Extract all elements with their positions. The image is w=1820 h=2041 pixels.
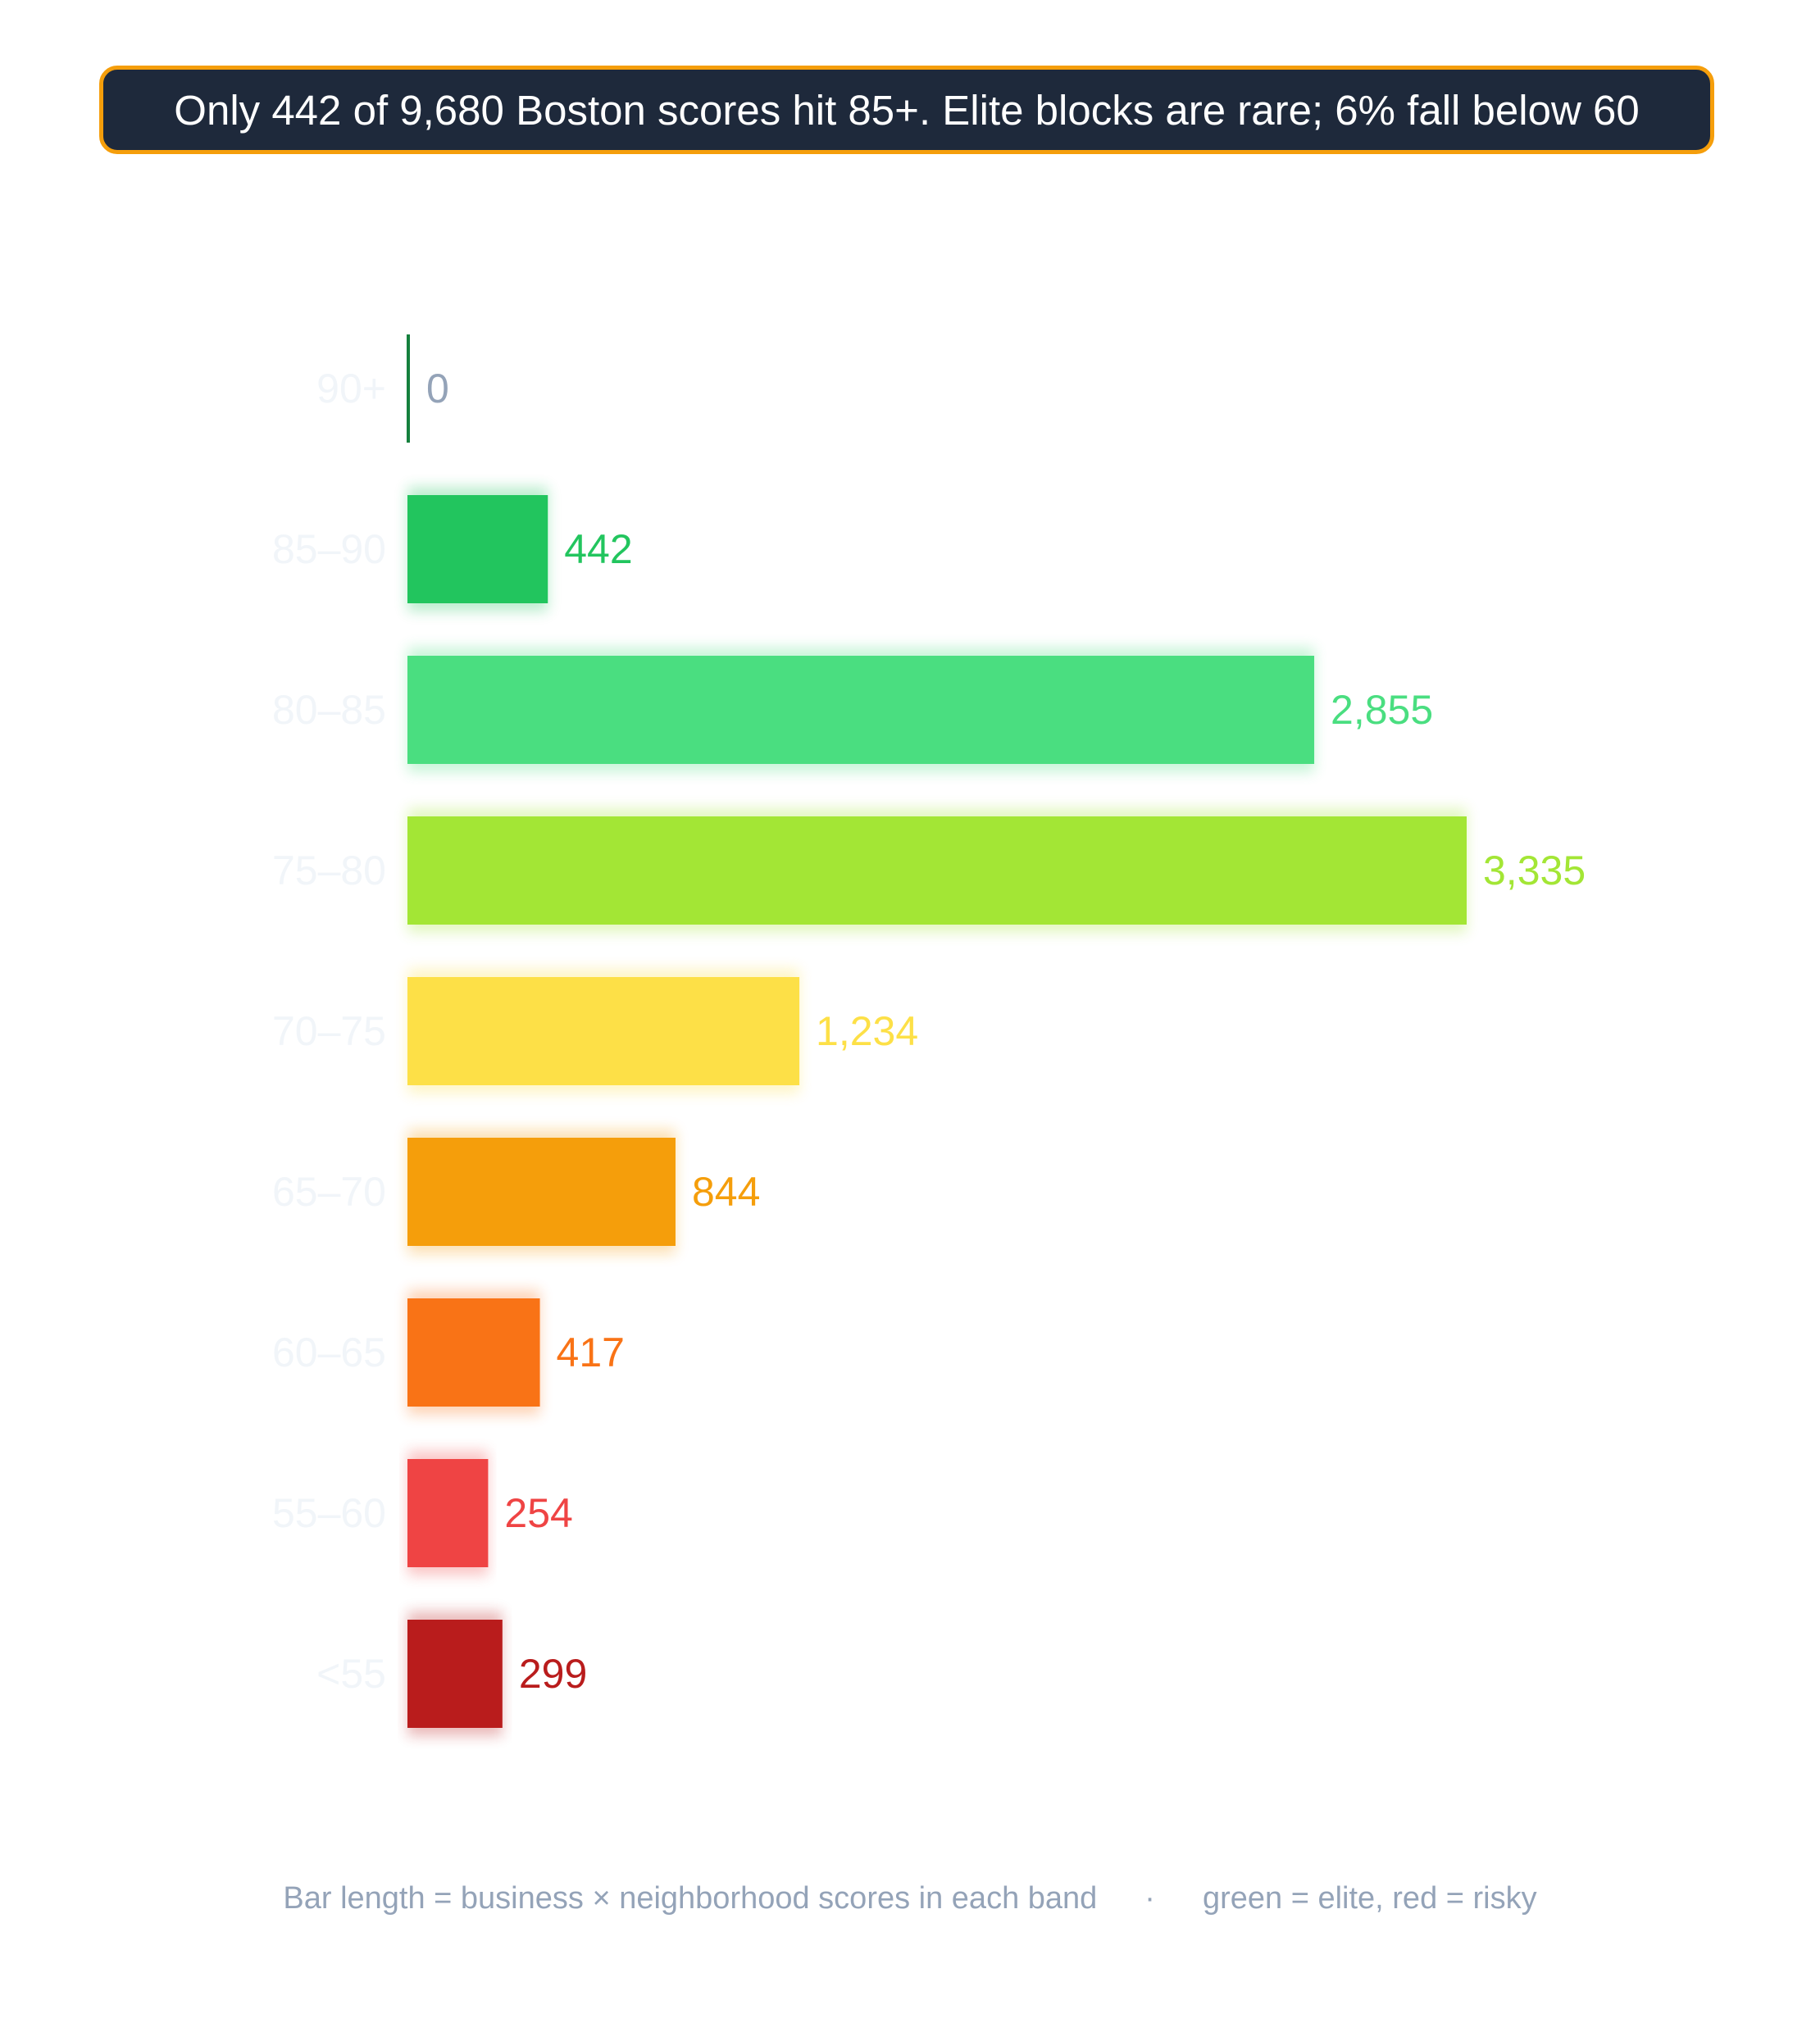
- bar: [407, 656, 1315, 764]
- category-label: 90+: [316, 366, 386, 411]
- category-label: 55–60: [272, 1490, 386, 1536]
- chart-title-box: Only 442 of 9,680 Boston scores hit 85+.…: [99, 66, 1714, 154]
- bar: [407, 977, 800, 1085]
- value-label: 417: [557, 1330, 625, 1375]
- category-label: 85–90: [272, 526, 386, 572]
- footer-note-colors: green = elite, red = risky: [1202, 1881, 1537, 1916]
- category-label: 70–75: [272, 1008, 386, 1054]
- value-label: 3,335: [1483, 848, 1586, 893]
- footer-note-length: Bar length = business × neighborhood sco…: [283, 1881, 1098, 1916]
- bar: [407, 1298, 540, 1407]
- bar: [407, 495, 548, 603]
- category-label: 65–70: [272, 1169, 386, 1215]
- value-label: 2,855: [1331, 687, 1433, 733]
- chart-footer: Bar length = business × neighborhood sco…: [0, 1881, 1820, 1916]
- value-label: 0: [426, 366, 449, 411]
- value-label: 299: [519, 1651, 587, 1697]
- bars-layer: 90+ 0 85–90 442 80–85 2,855 75–80 3,335 70–75 1,2…: [272, 334, 1586, 1736]
- value-label: 1,234: [816, 1008, 918, 1054]
- category-label: 80–85: [272, 687, 386, 733]
- chart-title: Only 442 of 9,680 Boston scores hit 85+.…: [174, 86, 1640, 134]
- footer-separator: ·: [1144, 1881, 1155, 1916]
- bar: [407, 816, 1467, 925]
- bar: [407, 1620, 503, 1728]
- bar: [407, 334, 410, 443]
- bar: [407, 1138, 676, 1246]
- category-label: <55: [316, 1651, 386, 1697]
- bar: [407, 1459, 489, 1567]
- category-label: 60–65: [272, 1330, 386, 1375]
- value-label: 442: [564, 526, 632, 572]
- bar-chart: 90+ 0 85–90 442 80–85 2,855 75–80 3,335 70–75 1,2…: [272, 334, 1586, 1736]
- value-label: 844: [692, 1169, 760, 1215]
- value-label: 254: [504, 1490, 572, 1536]
- category-label: 75–80: [272, 848, 386, 893]
